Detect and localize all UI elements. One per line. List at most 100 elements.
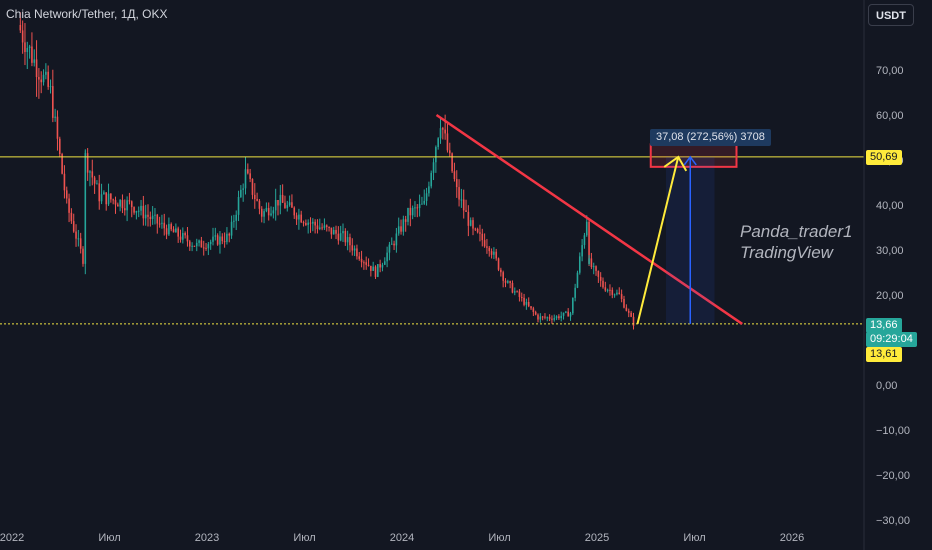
candle-body xyxy=(342,231,344,234)
candle-body xyxy=(216,235,219,245)
candle-body xyxy=(567,311,569,317)
measure-arrow[interactable] xyxy=(683,155,697,324)
candle-body xyxy=(105,192,108,205)
candle-body xyxy=(52,86,54,118)
candle-body xyxy=(61,154,63,174)
candle-body xyxy=(279,194,282,206)
candle-body xyxy=(98,183,101,202)
candle-body xyxy=(144,214,147,219)
candle-body xyxy=(383,261,386,265)
candle-body xyxy=(19,24,22,31)
candle-body xyxy=(495,251,498,259)
y-tick-label: 60,00 xyxy=(876,110,904,122)
candle-body xyxy=(446,133,449,151)
candle-body xyxy=(363,262,365,264)
x-tick-label: Июл xyxy=(293,532,315,544)
y-tick-label: −30,00 xyxy=(876,515,910,527)
candle-body xyxy=(314,221,316,226)
candle-body xyxy=(335,229,337,234)
candle-body xyxy=(576,272,579,288)
candle-body xyxy=(265,207,268,212)
currency-button[interactable]: USDT xyxy=(868,4,914,26)
candle-body xyxy=(82,248,84,264)
x-tick-label: 2023 xyxy=(195,532,219,544)
candle-body xyxy=(344,231,347,243)
candle-body xyxy=(165,228,168,235)
candle-body xyxy=(38,77,40,80)
candle-body xyxy=(562,312,565,316)
candle-body xyxy=(42,74,45,83)
candle-body xyxy=(453,171,456,180)
candle-body xyxy=(599,276,602,281)
candle-body xyxy=(147,214,149,217)
candle-body xyxy=(212,236,214,242)
candle-body xyxy=(31,46,33,63)
candle-body xyxy=(430,172,433,187)
candle-body xyxy=(321,227,323,229)
candle-body xyxy=(177,228,179,237)
candle-body xyxy=(47,71,49,87)
candle-body xyxy=(590,258,593,268)
candle-body xyxy=(45,71,47,75)
candle-body xyxy=(574,287,576,298)
candle-body xyxy=(288,202,291,206)
candle-body xyxy=(365,262,368,265)
candle-body xyxy=(302,222,305,224)
candle-body xyxy=(490,251,493,255)
candle-body xyxy=(26,47,29,53)
candle-body xyxy=(149,216,152,220)
candle-body xyxy=(28,46,31,48)
candle-body xyxy=(305,222,307,225)
candle-body xyxy=(625,307,628,311)
candle-body xyxy=(260,208,263,217)
candle-body xyxy=(381,264,384,268)
candle-body xyxy=(504,280,507,283)
candle-body xyxy=(411,207,414,216)
candle-body xyxy=(395,233,398,246)
y-tick-label: 70,00 xyxy=(876,65,904,77)
projection-arrow[interactable] xyxy=(636,155,688,325)
candle-body xyxy=(56,116,59,139)
candle-body xyxy=(604,287,607,291)
price-axis[interactable]: 70,0060,0050,0040,0030,0020,0010,000,00−… xyxy=(876,65,910,527)
candle-body xyxy=(226,233,228,242)
candle-body xyxy=(493,251,495,255)
candle-body xyxy=(469,220,472,226)
time-axis[interactable]: 2022 Июл 2023 Июл 2024 Июл 2025 Июл 2026 xyxy=(0,532,804,544)
candle-body xyxy=(328,226,330,228)
candle-body xyxy=(168,224,170,235)
candle-body xyxy=(230,221,233,236)
candle-body xyxy=(316,225,319,230)
candle-body xyxy=(534,312,537,315)
candle-body xyxy=(606,289,609,291)
candle-body xyxy=(107,193,110,205)
candle-body xyxy=(548,317,551,319)
candle-body xyxy=(418,204,421,209)
candle-body xyxy=(307,222,309,225)
candle-body xyxy=(527,301,530,307)
candle-body xyxy=(551,318,553,320)
candle-body xyxy=(293,207,296,216)
candle-body xyxy=(249,173,251,179)
candle-body xyxy=(402,219,405,232)
candle-body xyxy=(219,236,221,245)
candle-body xyxy=(632,316,635,326)
candle-body xyxy=(553,318,556,320)
candle-body xyxy=(451,153,453,172)
candle-body xyxy=(428,186,430,194)
candle-body xyxy=(558,316,560,319)
candle-body xyxy=(439,128,442,139)
candle-body xyxy=(325,225,328,227)
candle-body xyxy=(133,207,135,213)
candle-body xyxy=(270,213,272,216)
candle-body xyxy=(126,200,128,211)
candle-body xyxy=(609,289,611,291)
candle-body xyxy=(377,264,379,277)
candle-body xyxy=(488,247,491,252)
candle-body xyxy=(390,243,393,245)
candle-body xyxy=(370,265,372,271)
candle-body xyxy=(137,210,140,212)
candle-body xyxy=(79,238,82,249)
descending-trendline[interactable] xyxy=(435,113,743,325)
